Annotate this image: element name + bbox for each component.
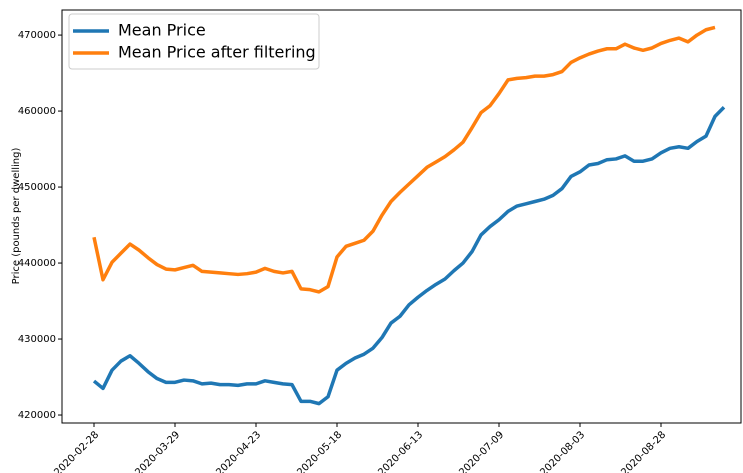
y-tick-label: 470000 <box>18 30 56 41</box>
x-tick-label: 2020-04-23 <box>214 429 263 473</box>
line-series <box>92 106 726 406</box>
x-tick-label: 2020-07-09 <box>457 429 506 473</box>
legend-label: Mean Price <box>118 21 206 40</box>
x-tick-label: 2020-02-28 <box>52 429 101 473</box>
y-tick-label: 460000 <box>18 106 56 117</box>
legend-label: Mean Price after filtering <box>118 43 316 62</box>
x-tick-label: 2020-03-29 <box>133 429 182 473</box>
x-tick-label: 2020-06-13 <box>376 429 425 473</box>
plot-frame <box>61 9 742 424</box>
x-tick-label: 2020-08-28 <box>619 429 668 473</box>
y-tick-label: 440000 <box>18 258 56 269</box>
x-tick-label: 2020-08-03 <box>538 429 587 473</box>
y-tick-label: 430000 <box>18 334 56 345</box>
y-tick-label: 450000 <box>18 182 56 193</box>
y-axis-label: Price (pounds per dwelling) <box>11 148 22 285</box>
x-tick-label: 2020-05-18 <box>295 429 344 473</box>
legend-box <box>68 13 320 70</box>
y-tick-label: 420000 <box>18 410 56 421</box>
line-series <box>92 25 716 294</box>
